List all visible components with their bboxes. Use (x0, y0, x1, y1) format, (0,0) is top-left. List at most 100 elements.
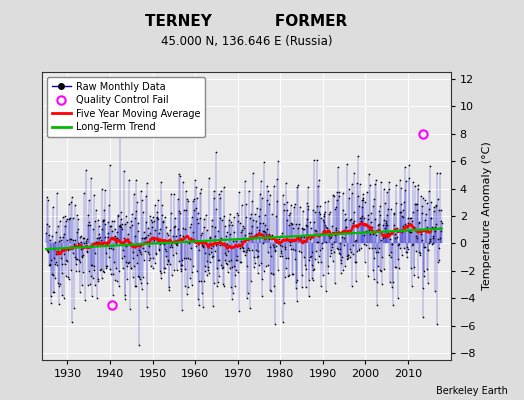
Point (287, 202, 296, 208)
Point (207, 249, 215, 255)
Point (138, 197, 146, 204)
Point (401, 220, 409, 227)
Point (383, 212, 391, 218)
Point (362, 242, 370, 248)
Point (358, 196, 367, 203)
Point (422, 211, 430, 218)
Point (276, 242, 284, 248)
Point (137, 235, 146, 241)
Point (162, 252, 171, 259)
Point (59, 295, 68, 301)
Point (398, 213, 407, 220)
Point (399, 214, 408, 220)
Point (341, 217, 350, 224)
Point (190, 206, 199, 213)
Point (116, 222, 124, 229)
Point (173, 242, 182, 248)
Point (243, 247, 251, 253)
Point (343, 256, 351, 262)
Point (409, 208, 417, 215)
Point (354, 152, 363, 159)
Point (325, 232, 333, 239)
Point (418, 203, 427, 209)
Point (386, 231, 395, 237)
Point (269, 242, 277, 248)
Point (115, 222, 124, 228)
Point (141, 234, 150, 240)
Point (46, 262, 54, 268)
Point (337, 256, 345, 263)
Point (83, 282, 92, 288)
Point (164, 258, 172, 264)
Point (140, 256, 149, 263)
Point (352, 237, 361, 243)
Point (93, 217, 102, 223)
Point (377, 268, 386, 274)
Point (437, 228, 445, 234)
Point (365, 227, 374, 234)
Point (139, 244, 147, 251)
Point (354, 192, 362, 199)
Point (213, 228, 222, 234)
Point (351, 170, 359, 176)
Point (380, 234, 389, 240)
Point (104, 219, 113, 226)
Point (293, 298, 302, 304)
Point (409, 241, 417, 248)
Point (67, 199, 75, 206)
Point (257, 177, 265, 184)
Point (382, 218, 390, 224)
Point (283, 217, 292, 223)
Point (149, 218, 158, 224)
Point (423, 266, 431, 273)
Point (300, 254, 309, 261)
Point (302, 200, 311, 206)
Point (49, 204, 58, 210)
Point (398, 252, 406, 258)
Point (134, 220, 142, 226)
Point (201, 262, 209, 269)
Point (52, 251, 61, 257)
Point (338, 234, 346, 240)
Point (147, 235, 156, 242)
Point (195, 215, 204, 221)
Point (231, 272, 239, 278)
Point (122, 259, 130, 266)
Point (236, 220, 244, 226)
Point (300, 234, 308, 240)
Point (420, 244, 428, 251)
Point (238, 227, 247, 234)
Point (374, 249, 382, 255)
Point (119, 252, 128, 259)
Point (313, 203, 321, 209)
Point (315, 247, 324, 253)
Point (232, 266, 241, 273)
Point (261, 221, 270, 228)
Point (219, 281, 227, 288)
Point (198, 290, 206, 296)
Point (390, 264, 399, 270)
Point (261, 231, 270, 238)
Point (139, 274, 148, 280)
Point (211, 224, 219, 230)
Point (222, 252, 230, 258)
Point (301, 232, 309, 238)
Point (50, 289, 59, 296)
Point (75, 257, 83, 264)
Point (436, 206, 445, 213)
Point (329, 192, 337, 198)
Point (436, 225, 444, 231)
Point (102, 263, 111, 269)
Point (205, 175, 214, 182)
Point (431, 288, 440, 294)
Point (373, 302, 381, 308)
Point (94, 276, 102, 282)
Point (189, 198, 197, 204)
Point (426, 236, 434, 242)
Point (151, 227, 160, 234)
Point (334, 246, 342, 252)
Point (77, 233, 85, 240)
Point (298, 284, 306, 290)
Point (52, 262, 61, 268)
Point (64, 276, 73, 282)
